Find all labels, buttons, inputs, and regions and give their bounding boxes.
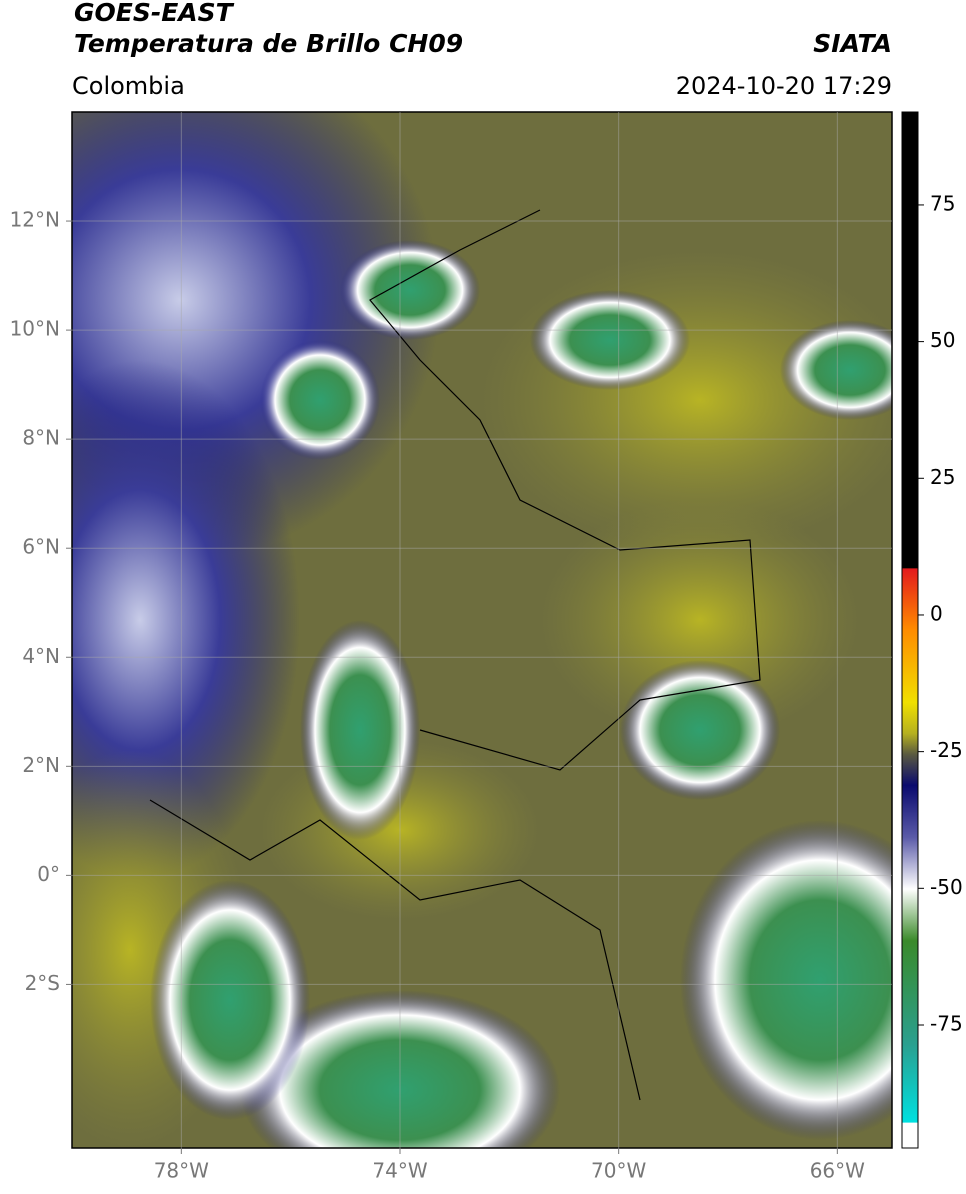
colorbar-tick-label: -50 <box>930 875 963 899</box>
title: GOES-EAST <box>74 0 235 27</box>
x-tick-label: 74°W <box>372 1159 427 1183</box>
colorbar-tick-label: 75 <box>930 191 955 215</box>
x-tick-label: 78°W <box>154 1159 209 1183</box>
y-tick-label: 2°N <box>22 753 60 777</box>
colorbar-tick-label: 0 <box>930 601 943 625</box>
colorbar-tick-label: 25 <box>930 465 955 489</box>
satellite-image <box>72 112 892 1148</box>
y-tick-label: 2°S <box>25 971 60 995</box>
colorbar-tick-label: -25 <box>930 738 963 762</box>
y-tick-label: 12°N <box>10 208 60 232</box>
x-tick-label: 70°W <box>591 1159 646 1183</box>
map-frame <box>71 111 893 1149</box>
colorbar <box>901 111 919 1149</box>
colorbar-tick-label: -75 <box>930 1011 963 1035</box>
y-tick-label: 4°N <box>22 644 60 668</box>
source: SIATA <box>813 29 892 58</box>
colorbar-tick-label: 50 <box>930 328 955 352</box>
x-tick-label: 66°W <box>810 1159 865 1183</box>
region: Colombia <box>72 72 185 100</box>
datetime: 2024-10-20 17:29 <box>676 72 892 100</box>
y-tick-label: 10°N <box>10 317 60 341</box>
title: Temperatura de Brillo CH09 <box>74 29 463 58</box>
y-tick-label: 8°N <box>22 426 60 450</box>
y-tick-label: 0° <box>37 862 60 886</box>
y-tick-label: 6°N <box>22 535 60 559</box>
